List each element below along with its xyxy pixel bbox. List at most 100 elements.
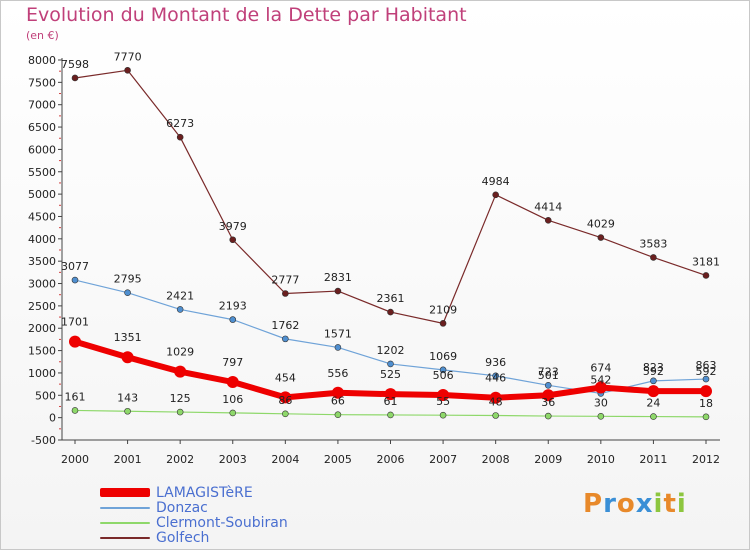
data-label: 24 [646,397,660,410]
chart-title: Evolution du Montant de la Dette par Hab… [26,4,467,26]
data-point [124,407,131,415]
data-point [702,375,710,383]
legend-label: LAMAGISTèRE [156,484,253,501]
data-label: 48 [489,396,503,409]
data-label: 506 [433,369,454,382]
logo-letter: i [653,489,664,519]
x-tick-label: 2003 [219,453,247,466]
data-label: 446 [485,372,506,385]
data-label: 3583 [639,237,667,250]
data-point [647,385,660,398]
legend-item: Donzac [100,499,288,516]
data-label: 1351 [114,331,142,344]
legend-label: Golfech [156,529,210,546]
data-point [387,308,394,316]
x-tick-label: 2012 [692,453,720,466]
data-point [492,412,499,419]
data-point [597,234,605,241]
data-label: 2831 [324,271,352,284]
data-label: 525 [380,368,401,381]
proxiti-logo: Proxiti [583,489,687,519]
data-label: 2777 [271,273,299,286]
data-label: 55 [436,395,450,408]
data-point [124,66,131,74]
data-label: 1069 [429,350,457,363]
data-label: 592 [696,365,717,378]
y-tick-label: -500 [31,434,56,447]
data-label: 1029 [166,346,194,359]
data-label: 4029 [587,218,615,231]
data-point [331,386,344,399]
data-point [387,360,394,368]
data-point [121,351,134,364]
data-label: 797 [222,356,243,369]
data-label: 454 [275,371,296,384]
data-point [650,254,657,261]
series-line-3 [74,69,707,324]
y-tick-label: 2500 [28,300,56,313]
legend-swatch [100,506,150,509]
legend-item: LAMAGISTèRE [100,484,288,501]
y-tick-label: 7500 [28,76,56,89]
data-point [492,372,499,380]
data-point [226,376,239,389]
data-point [334,344,342,351]
legend-item: Golfech [100,529,288,546]
y-tick-label: 1500 [28,345,56,358]
logo-letter: P [583,489,604,519]
legend-label: Clermont-Soubiran [156,514,288,531]
data-point [229,316,237,323]
data-label: 2193 [219,300,247,313]
data-point [700,385,712,398]
legend-label: Donzac [156,499,208,516]
legend-swatch [100,536,150,539]
x-tick-label: 2002 [166,453,194,466]
data-point [174,365,187,378]
data-label: 7770 [114,50,142,63]
data-point [282,290,289,297]
y-tick-label: 500 [35,389,56,402]
data-label: 36 [541,396,555,409]
data-point [387,411,394,419]
data-point [176,133,184,141]
y-tick-label: 0 [49,412,56,425]
y-tick-label: 3500 [28,255,56,268]
logo-letter: x [635,489,654,519]
y-tick-label: 3000 [28,278,56,291]
data-label: 86 [278,394,292,407]
y-tick-label: 7000 [28,99,56,112]
data-point [71,74,79,82]
x-tick-label: 2000 [61,453,89,466]
x-tick-label: 2010 [587,453,615,466]
logo-letter: i [676,489,687,519]
data-label: 18 [699,397,713,410]
legend-swatch [100,521,150,524]
x-tick-label: 2006 [377,453,405,466]
data-point [71,407,79,414]
data-point [176,408,184,416]
y-tick-label: 2000 [28,322,56,335]
data-label: 1202 [377,344,405,357]
data-label: 6273 [166,117,194,130]
data-label: 592 [643,365,664,378]
data-point [384,388,397,401]
data-point [650,377,657,385]
x-tick-label: 2008 [482,453,510,466]
data-label: 4414 [534,200,562,213]
data-label: 66 [331,395,345,408]
data-label: 30 [594,396,608,409]
data-label: 1571 [324,327,352,340]
data-point [229,409,237,417]
data-point [702,272,710,279]
x-tick-label: 2011 [639,453,667,466]
data-label: 3181 [692,255,720,268]
data-point [282,335,289,343]
data-label: 2109 [429,303,457,316]
data-label: 2795 [114,273,142,286]
legend-swatch [100,488,150,497]
data-point [176,306,184,313]
x-tick-label: 2007 [429,453,457,466]
y-tick-label: 5000 [28,188,56,201]
data-label: 125 [170,392,191,405]
